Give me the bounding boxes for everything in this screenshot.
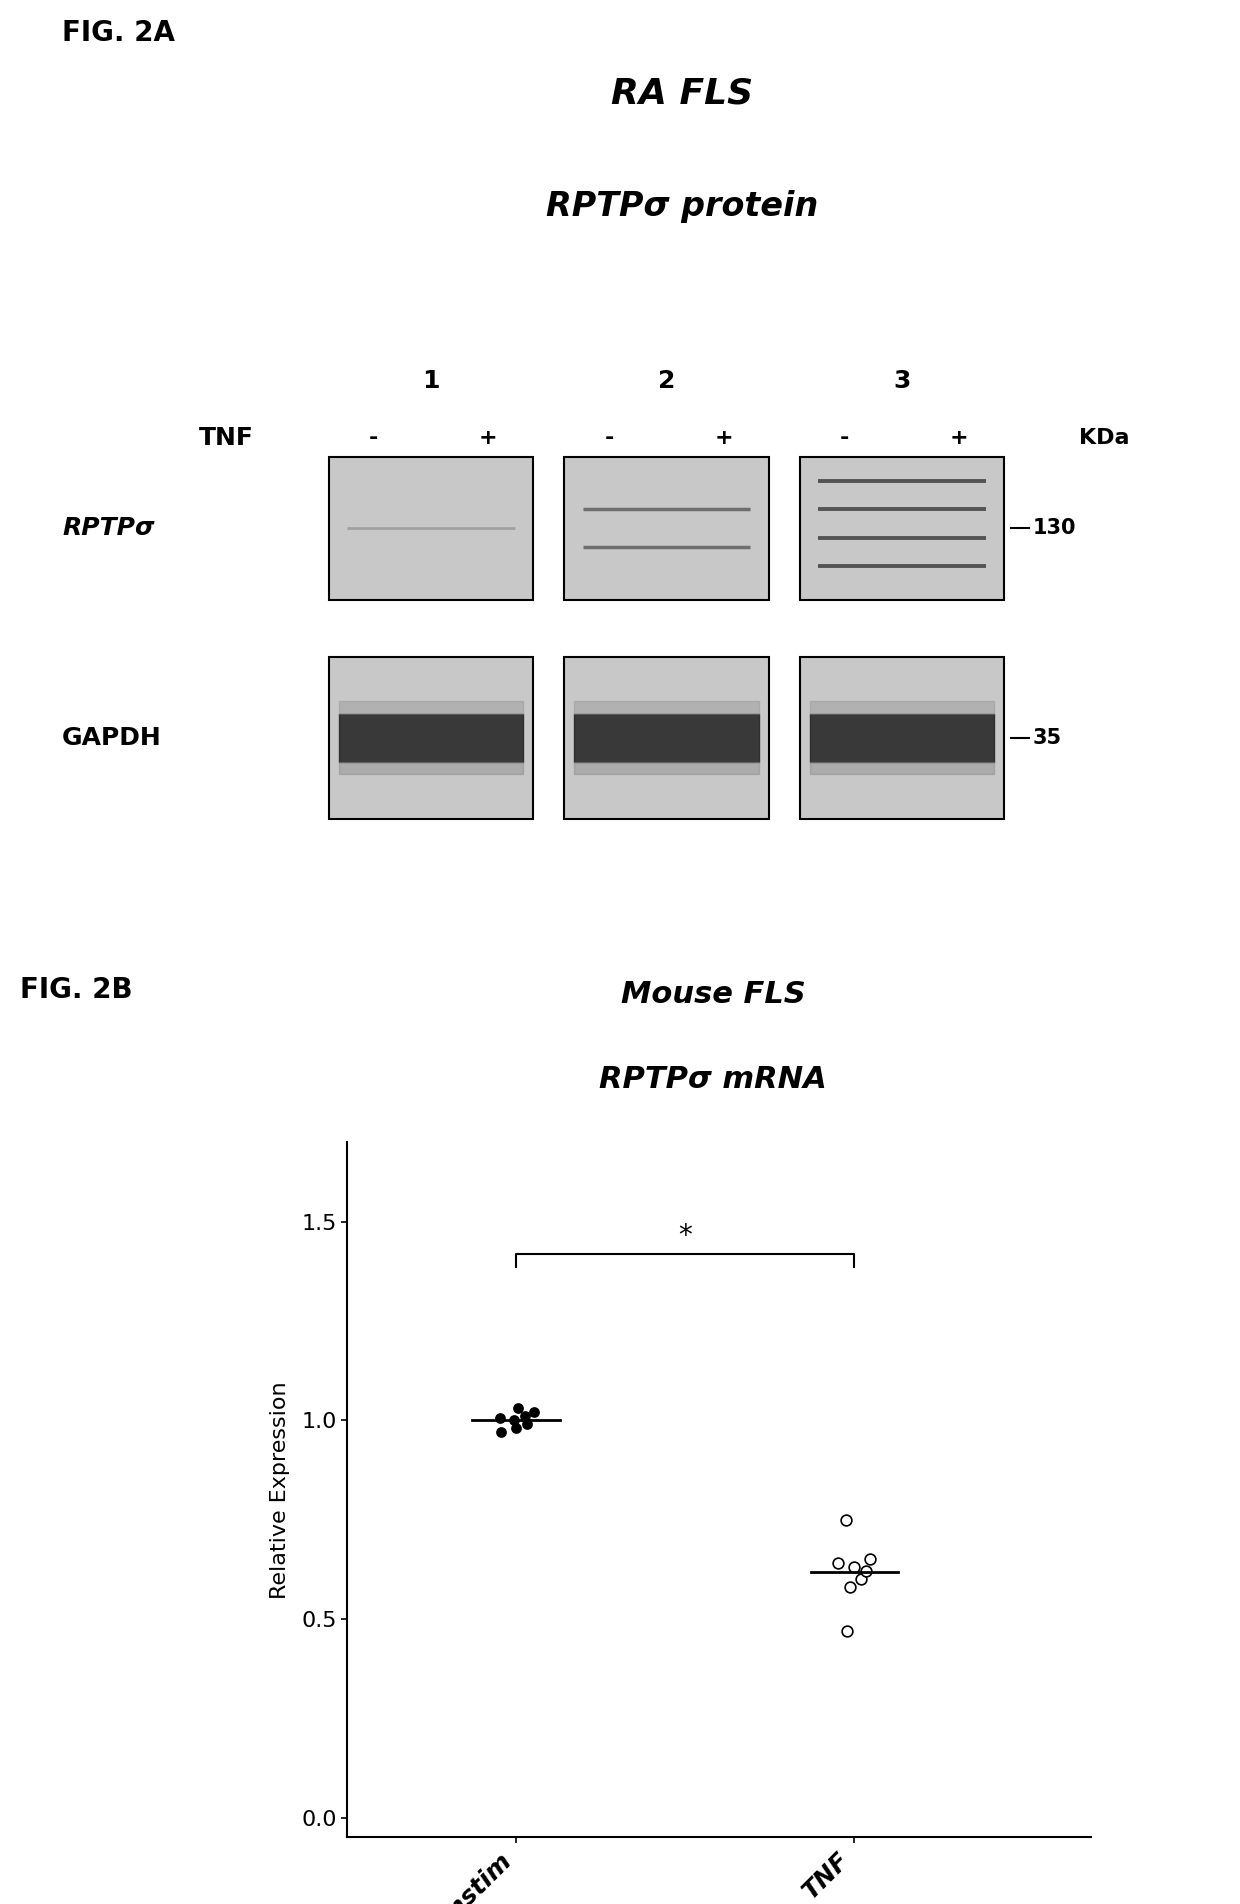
Text: RA FLS: RA FLS <box>611 76 753 110</box>
Text: 2: 2 <box>657 369 676 392</box>
Point <box>525 1398 544 1428</box>
Text: -: - <box>370 428 378 447</box>
Point <box>506 1413 526 1443</box>
Point <box>837 1616 857 1647</box>
Text: 35: 35 <box>1033 727 1061 748</box>
Point <box>851 1563 870 1594</box>
Text: FIG. 2B: FIG. 2B <box>20 977 133 1003</box>
Point <box>491 1403 511 1434</box>
Bar <box>564 457 769 600</box>
Text: +: + <box>714 428 733 447</box>
Bar <box>800 657 1004 819</box>
Text: -: - <box>841 428 849 447</box>
Text: GAPDH: GAPDH <box>62 725 161 750</box>
Bar <box>329 457 533 600</box>
Text: RPTPσ: RPTPσ <box>62 516 155 541</box>
Text: KDa: KDa <box>1079 428 1130 447</box>
Text: Mouse FLS: Mouse FLS <box>621 979 805 1009</box>
Bar <box>800 457 1004 600</box>
Text: RPTPσ mRNA: RPTPσ mRNA <box>599 1066 827 1095</box>
Point <box>859 1544 879 1575</box>
Text: *: * <box>678 1222 692 1249</box>
Y-axis label: Relative Expression: Relative Expression <box>270 1380 290 1599</box>
Point <box>508 1394 528 1424</box>
Point <box>491 1417 511 1447</box>
Text: 1: 1 <box>422 369 440 392</box>
Text: TNF: TNF <box>198 426 253 449</box>
Text: +: + <box>950 428 968 447</box>
Point <box>844 1552 864 1582</box>
Text: +: + <box>479 428 497 447</box>
Point <box>841 1573 861 1603</box>
Text: -: - <box>605 428 614 447</box>
Text: RPTPσ protein: RPTPσ protein <box>546 190 818 223</box>
Text: FIG. 2A: FIG. 2A <box>62 19 175 48</box>
Point <box>505 1405 525 1436</box>
Point <box>517 1409 537 1439</box>
Bar <box>564 657 769 819</box>
Bar <box>329 657 533 819</box>
Point <box>856 1556 875 1586</box>
Text: 130: 130 <box>1033 518 1076 539</box>
Text: 3: 3 <box>893 369 911 392</box>
Point <box>836 1504 856 1535</box>
Point <box>828 1548 848 1578</box>
Point <box>515 1401 534 1432</box>
